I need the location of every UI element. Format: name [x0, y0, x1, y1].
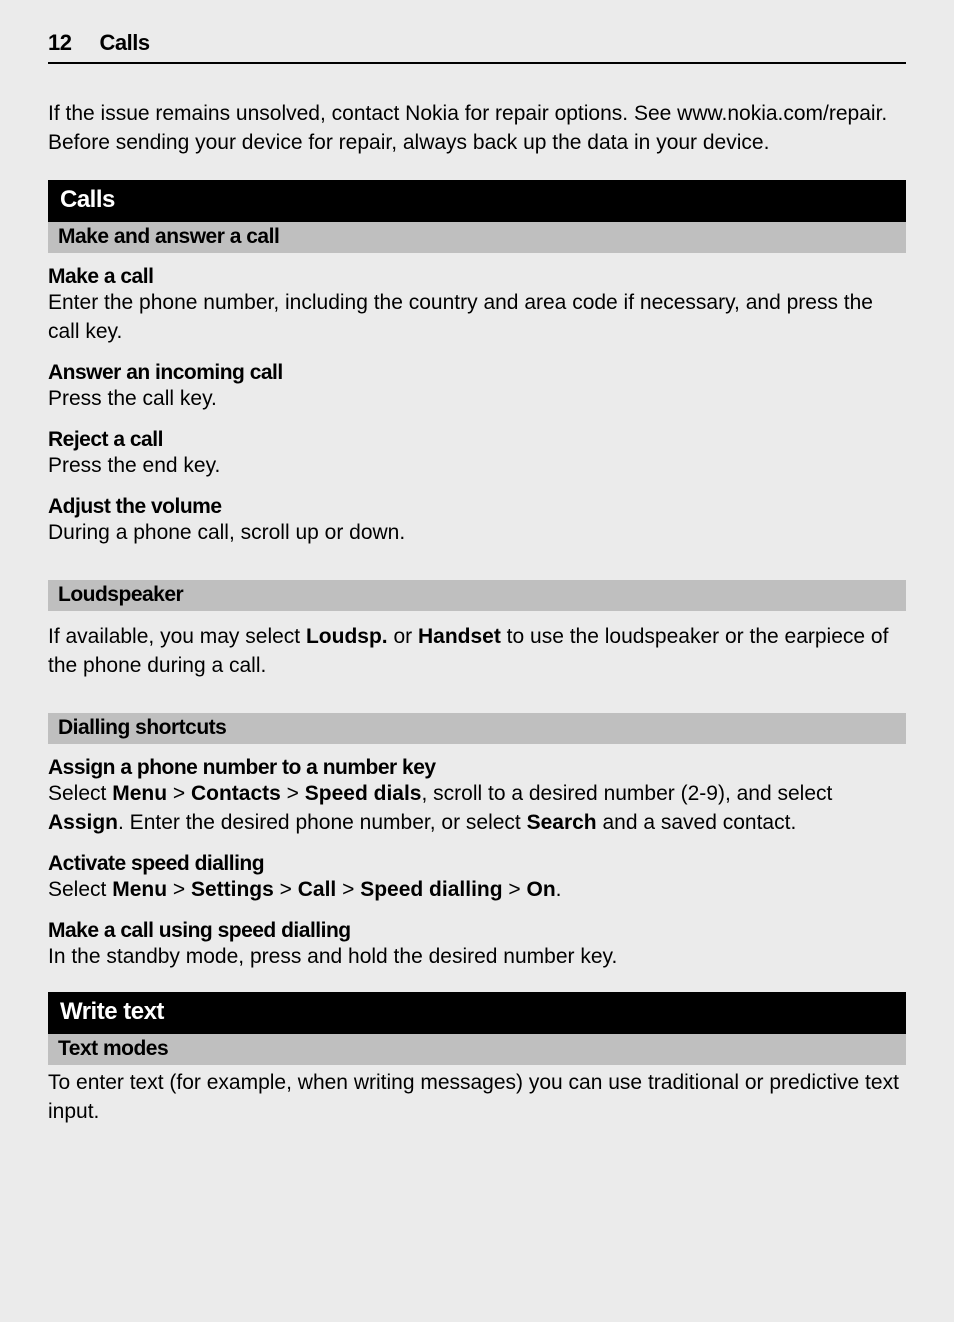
text: or	[388, 625, 418, 648]
subsection-text-modes-title: Text modes	[48, 1034, 906, 1065]
handset-label: Handset	[418, 625, 501, 648]
speed-call-head: Make a call using speed dialling	[48, 919, 906, 943]
text: >	[336, 878, 360, 901]
speed-call-body: In the standby mode, press and hold the …	[48, 943, 906, 972]
activate-body: Select Menu > Settings > Call > Speed di…	[48, 876, 906, 905]
subsection-loudspeaker-title: Loudspeaker	[48, 580, 906, 611]
speed-dialling-label: Speed dialling	[360, 878, 502, 901]
page-header: 12 Calls	[48, 30, 906, 64]
assign-body: Select Menu > Contacts > Speed dials, sc…	[48, 780, 906, 838]
adjust-volume-body: During a phone call, scroll up or down.	[48, 519, 906, 548]
text: >	[281, 782, 305, 805]
text: Select	[48, 782, 112, 805]
call-label: Call	[298, 878, 337, 901]
activate-head: Activate speed dialling	[48, 852, 906, 876]
speed-dials-label: Speed dials	[305, 782, 422, 805]
text: Select	[48, 878, 112, 901]
menu-label: Menu	[112, 878, 167, 901]
subsection-dialling-title: Dialling shortcuts	[48, 713, 906, 744]
settings-label: Settings	[191, 878, 274, 901]
search-label: Search	[527, 811, 597, 834]
text: >	[274, 878, 298, 901]
text: . Enter the desired phone number, or sel…	[118, 811, 527, 834]
page-number: 12	[48, 30, 71, 56]
text: >	[167, 782, 191, 805]
section-write-text-title: Write text	[48, 992, 906, 1034]
text: If available, you may select	[48, 625, 306, 648]
text: , scroll to a desired number (2-9), and …	[421, 782, 832, 805]
contacts-label: Contacts	[191, 782, 281, 805]
text: >	[167, 878, 191, 901]
subsection-make-answer-title: Make and answer a call	[48, 222, 906, 253]
on-label: On	[527, 878, 556, 901]
assign-label: Assign	[48, 811, 118, 834]
text-modes-body: To enter text (for example, when writing…	[48, 1069, 906, 1127]
answer-call-body: Press the call key.	[48, 385, 906, 414]
intro-paragraph: If the issue remains unsolved, contact N…	[48, 100, 906, 158]
text: >	[503, 878, 527, 901]
header-title: Calls	[99, 30, 149, 56]
text: and a saved contact.	[597, 811, 797, 834]
assign-head: Assign a phone number to a number key	[48, 756, 906, 780]
reject-call-head: Reject a call	[48, 428, 906, 452]
adjust-volume-head: Adjust the volume	[48, 495, 906, 519]
make-call-body: Enter the phone number, including the co…	[48, 289, 906, 347]
manual-page: 12 Calls If the issue remains unsolved, …	[0, 0, 954, 1322]
loudsp-label: Loudsp.	[306, 625, 388, 648]
make-call-head: Make a call	[48, 265, 906, 289]
section-calls-title: Calls	[48, 180, 906, 222]
text: .	[556, 878, 562, 901]
loudspeaker-body: If available, you may select Loudsp. or …	[48, 623, 906, 681]
menu-label: Menu	[112, 782, 167, 805]
answer-call-head: Answer an incoming call	[48, 361, 906, 385]
reject-call-body: Press the end key.	[48, 452, 906, 481]
